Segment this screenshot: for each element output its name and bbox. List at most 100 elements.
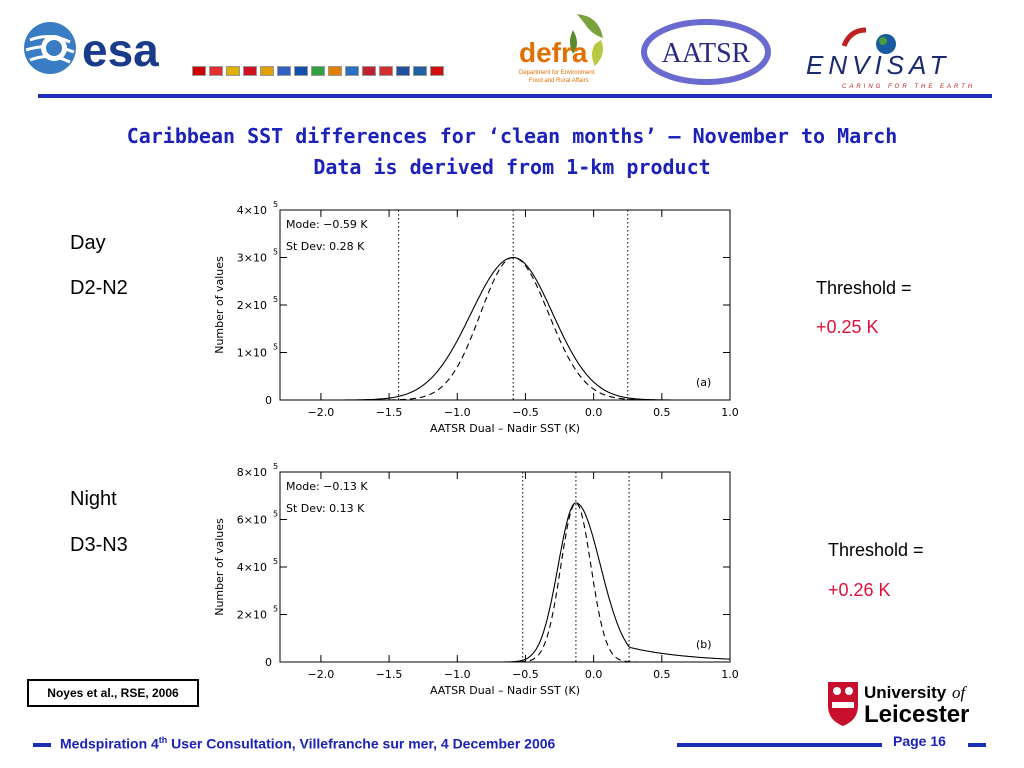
y-tick-exponent: 5 [273,295,278,304]
histogram-chart-a: −2.0 −1.5 −1.0 −0.5 0.0 0.5 1.0 0 1×10 5 2×10 5 3×10… [213,200,739,435]
footer-text-before: Medspiration 4 [60,735,159,752]
x-tick-label: 0.0 [585,406,603,419]
panel-label: (b) [696,638,712,651]
panel-b-label-d3n3: D3-N3 [70,534,128,556]
flag-3 [243,66,257,76]
y-tick-exponent: 5 [273,200,278,209]
panel-a-threshold-label: Threshold = [816,278,912,298]
flag-9 [345,66,359,76]
leicester-of: of [952,683,968,702]
esa-wordmark: esa [82,24,159,76]
envisat-globe-icon [841,27,896,54]
flag-7 [311,66,325,76]
aatsr-wordmark: AATSR [662,38,751,69]
flag-14 [430,66,444,76]
footer-text-after: User Consultation, Villefranche sur mer,… [167,735,556,752]
stats-annotation: St Dev: 0.28 K [286,240,365,253]
footer-text-sup: th [158,735,168,745]
flag-4 [260,66,274,76]
defra-subtitle-2: Food and Rural Affairs [529,78,589,84]
y-tick-label: 0 [265,656,272,669]
footer-bar-left [33,743,51,747]
y-axis-label: Number of values [213,256,226,354]
esa-globe-icon [24,22,76,74]
defra-leaf-icon [570,14,603,66]
page-number: Page 16 [893,733,946,749]
x-tick-label: −1.5 [376,668,403,681]
y-tick-exponent: 5 [273,248,278,257]
panel-b-label-night: Night [70,488,117,510]
y-tick-label: 4×10 [237,561,267,574]
defra-subtitle-1: Department for Environment [519,70,595,76]
citation-box: Noyes et al., RSE, 2006 [27,679,199,707]
flag-11 [379,66,393,76]
flag-10 [362,66,376,76]
y-tick-label: 4×10 [237,204,267,217]
y-tick-exponent: 5 [273,343,278,352]
x-tick-label: −1.5 [376,406,403,419]
panel-b-threshold-value: +0.26 K [828,580,891,600]
flag-13 [413,66,427,76]
x-axis-label: AATSR Dual – Nadir SST (K) [430,422,580,435]
y-tick-exponent: 5 [273,605,278,614]
panel-b-threshold-label: Threshold = [828,540,924,560]
flag-8 [328,66,342,76]
footer-bar-middle [677,743,882,747]
panel-a-label-day: Day [70,232,106,254]
series-dashed [280,256,730,401]
esa-logo: esa [24,22,159,76]
envisat-logo: ENVISAT CARING FOR THE EARTH [806,27,975,90]
x-tick-label: −1.0 [444,668,471,681]
y-axis-label: Number of values [213,518,226,616]
header-rule [38,94,992,98]
flag-1 [209,66,223,76]
y-tick-label: 1×10 [237,347,267,360]
flag-5 [277,66,291,76]
x-tick-label: −0.5 [512,668,539,681]
flag-6 [294,66,308,76]
x-axis-label: AATSR Dual – Nadir SST (K) [430,684,580,697]
leicester-logo: University of Leicester [828,682,969,728]
y-tick-exponent: 5 [273,557,278,566]
x-tick-label: 0.5 [653,668,671,681]
y-tick-label: 0 [265,394,272,407]
flag-2 [226,66,240,76]
stats-annotation: St Dev: 0.13 K [286,502,365,515]
aatsr-logo: AATSR [641,19,771,85]
footer-text: Medspiration 4th User Consultation, Vill… [60,735,555,752]
x-tick-label: 0.5 [653,406,671,419]
y-tick-exponent: 5 [273,462,278,471]
leicester-line1: University [864,683,947,702]
series-solid [280,256,730,401]
flag-0 [192,66,206,76]
y-tick-label: 2×10 [237,299,267,312]
footer-bar-right [968,743,986,747]
x-tick-label: 1.0 [721,406,739,419]
stats-annotation: Mode: −0.13 K [286,480,368,493]
leicester-crest-icon [828,682,858,726]
y-tick-label: 3×10 [237,252,267,265]
envisat-wordmark: ENVISAT [806,50,950,80]
x-tick-label: −0.5 [512,406,539,419]
slide-title: Caribbean SST differences for ‘clean mon… [126,124,898,148]
plot-frame [279,209,731,401]
x-tick-label: −2.0 [308,406,335,419]
y-tick-label: 8×10 [237,466,267,479]
panel-a-threshold-value: +0.25 K [816,317,879,337]
slide-subtitle: Data is derived from 1-km product [313,155,711,179]
histogram-chart-b: −2.0 −1.5 −1.0 −0.5 0.0 0.5 1.0 0 2×10 5 4×10 5 6×10… [213,462,739,697]
member-flags [192,66,444,78]
defra-logo: defra Department for Environment Food an… [519,14,603,84]
series-solid [280,502,731,663]
x-tick-label: 1.0 [721,668,739,681]
y-tick-exponent: 5 [273,510,278,519]
y-tick-label: 6×10 [237,514,267,527]
envisat-tagline: CARING FOR THE EARTH [842,84,975,90]
stats-annotation: Mode: −0.59 K [286,218,368,231]
y-tick-label: 2×10 [237,609,267,622]
panel-label: (a) [696,376,711,389]
x-tick-label: −1.0 [444,406,471,419]
x-tick-label: −2.0 [308,668,335,681]
defra-wordmark: defra [519,37,588,68]
x-tick-label: 0.0 [585,668,603,681]
